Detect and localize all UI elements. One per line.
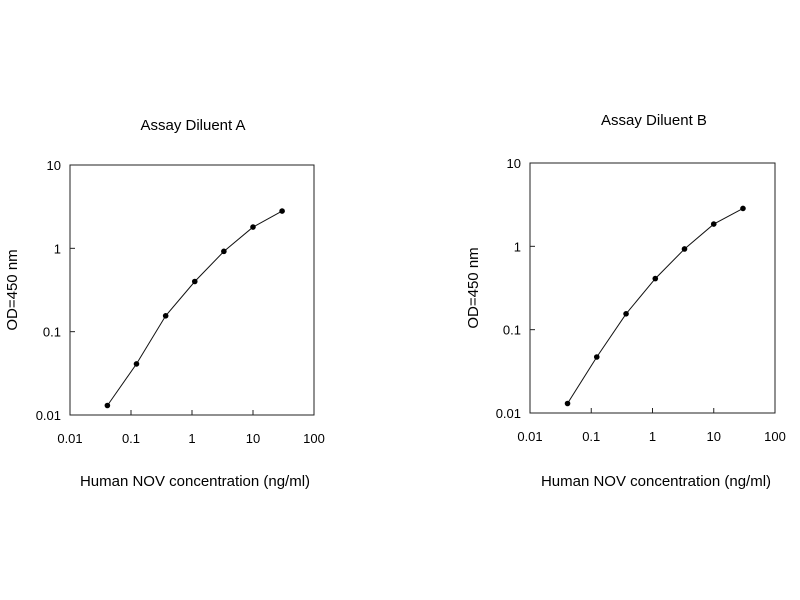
data-point [191, 278, 198, 285]
y-tick-label: 0.01 [36, 408, 61, 423]
data-point [250, 224, 256, 230]
data-point [104, 402, 111, 409]
y-tick-label: 1 [54, 241, 61, 256]
data-point [564, 400, 571, 407]
plot-frame [69, 164, 315, 416]
x-tick-label: 1 [188, 431, 195, 446]
y-axis-label: OD=450 nm [4, 249, 21, 330]
x-tick-label: 0.01 [517, 429, 542, 444]
chart-assay-diluent-a: Assay Diluent A 0.01 0.1 1 10 1000.010.1110 … [4, 117, 325, 490]
data-point [740, 205, 746, 212]
x-tick-label: 100 [764, 429, 786, 444]
x-axis-label: Human NOV concentration (ng/ml) [541, 473, 771, 490]
x-tick-label: 0.01 [57, 431, 82, 446]
data-point [162, 313, 169, 319]
x-tick-label: 10 [707, 429, 721, 444]
data-point [279, 208, 285, 214]
y-tick-label: 0.1 [503, 323, 521, 338]
x-tick-label: 1 [649, 429, 656, 444]
y-tick-label: 0.1 [43, 325, 61, 340]
series-line [567, 207, 744, 404]
data-marks: 0.01 0.1 1 10 100 0.01 0.1 1 10 [496, 156, 786, 444]
chart-assay-diluent-b: Assay Diluent B 0.01 0.1 1 10 1000.010.1110 … [465, 112, 786, 490]
data-point [710, 221, 717, 227]
data-point [133, 361, 140, 367]
data-point [652, 275, 659, 282]
y-tick-label: 10 [47, 158, 61, 173]
chart-title: Assay Diluent B [601, 112, 707, 129]
x-tick-label: 0.1 [122, 431, 140, 446]
data-point [593, 354, 600, 360]
y-tick-label: 0.01 [496, 406, 521, 421]
x-axis-label: Human NOV concentration (ng/ml) [80, 473, 310, 490]
chart-title: Assay Diluent A [140, 117, 245, 134]
x-tick-label: 100 [303, 431, 325, 446]
data-point [681, 246, 688, 252]
x-tick-label: 0.1 [582, 429, 600, 444]
data-point [623, 311, 629, 317]
plot-frame [529, 162, 776, 414]
y-tick-label: 1 [514, 239, 521, 254]
data-point [221, 248, 227, 255]
data-marks: 0.01 0.1 1 10 100 0.01 0.1 1 10 [36, 158, 325, 446]
y-axis-label: OD=450 nm [465, 247, 482, 328]
y-tick-label: 10 [507, 156, 521, 171]
series-line [106, 210, 283, 406]
x-tick-label: 10 [246, 431, 260, 446]
